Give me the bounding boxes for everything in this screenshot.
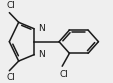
- Text: Cl: Cl: [59, 70, 67, 79]
- Text: N: N: [38, 24, 45, 33]
- Text: N: N: [38, 50, 45, 59]
- Text: Cl: Cl: [6, 1, 15, 10]
- Text: Cl: Cl: [6, 73, 15, 82]
